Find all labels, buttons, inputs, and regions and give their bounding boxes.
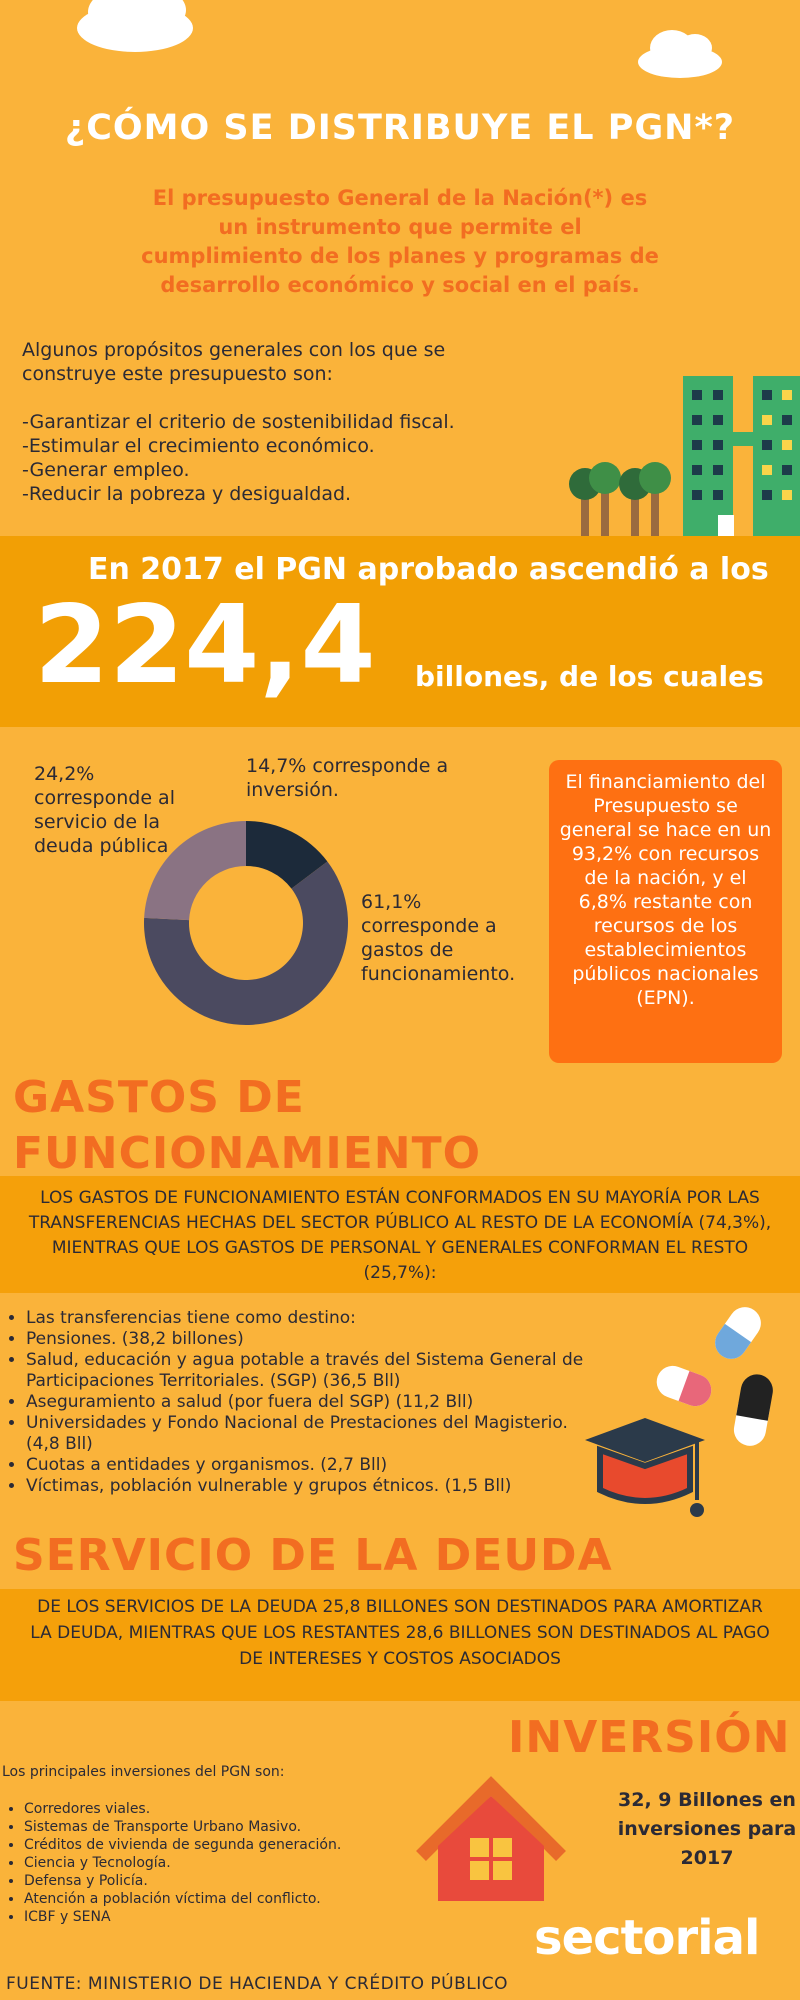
list-item: Defensa y Policía. — [24, 1872, 424, 1890]
band — [0, 1176, 800, 1293]
donut-label: 24,2% corresponde al servicio de la deuda… — [34, 762, 194, 858]
financing-text: El financiamiento del Presupuesto se gen… — [559, 771, 772, 1009]
list-item: Universidades y Fondo Nacional de Presta… — [26, 1413, 586, 1455]
list-item: Aseguramiento a salud (por fuera del SGP… — [26, 1392, 586, 1413]
logo: sectorial — [534, 1910, 760, 1966]
buildings — [683, 376, 800, 536]
purpose: -Generar empleo. — [22, 459, 190, 481]
purpose: -Garantizar el criterio de sostenibilida… — [22, 411, 455, 433]
section-title: SERVICIO DE LA DEUDA — [13, 1530, 613, 1581]
purpose: -Estimular el crecimiento económico. — [22, 435, 375, 457]
donut-label: 61,1% corresponde a gastos de funcionamie… — [361, 890, 551, 986]
donut-slice — [246, 821, 328, 889]
highlight-amount: 224,4 — [34, 583, 376, 708]
donut-label: 14,7% corresponde a inversión. — [246, 754, 506, 802]
section-summary: LOS GASTOS DE FUNCIONAMIENTO ESTÁN CONFO… — [28, 1188, 772, 1283]
source: FUENTE: MINISTERIO DE HACIENDA Y CRÉDITO… — [6, 1974, 508, 1994]
list-item: Cuotas a entidades y organismos. (2,7 Bl… — [26, 1455, 586, 1476]
financing-box — [549, 760, 782, 1063]
cloud — [77, 0, 722, 78]
list-item: Créditos de vivienda de segunda generaci… — [24, 1836, 424, 1854]
purposes: -Garantizar el criterio de sostenibilida… — [22, 410, 582, 506]
value-label: 24,2% — [34, 763, 95, 785]
purpose: -Reducir la pobreza y desigualdad. — [22, 483, 352, 505]
trees — [569, 462, 671, 536]
donut-slice — [144, 821, 246, 921]
list-item: Víctimas, población vulnerable y grupos … — [26, 1476, 586, 1497]
highlight-band — [0, 536, 800, 727]
list-item: ICBF y SENA — [24, 1908, 424, 1926]
list: Corredores viales.Sistemas de Transporte… — [2, 1800, 424, 1926]
house — [416, 1776, 566, 1901]
investment-total: 32, 9 Billones en inversiones para 2017 — [617, 1789, 797, 1869]
category: corresponde a inversión. — [246, 755, 449, 801]
list: Las transferencias tiene como destino:Pe… — [4, 1308, 586, 1497]
list-item: Pensiones. (38,2 billones) — [26, 1329, 586, 1350]
list-item: Las transferencias tiene como destino: — [26, 1308, 586, 1329]
pills-cap — [585, 1307, 773, 1517]
list-item: Atención a población víctima del conflic… — [24, 1890, 424, 1908]
list-item: Ciencia y Tecnología. — [24, 1854, 424, 1872]
list-lead: Los principales inversiones del PGN son: — [2, 1764, 285, 1780]
purposes-lead: Algunos propósitos generales con los que… — [22, 339, 446, 385]
category: corresponde al servicio de la deuda públ… — [34, 787, 175, 857]
list-item: Corredores viales. — [24, 1800, 424, 1818]
highlight-line: En 2017 el PGN aprobado ascendió a los — [88, 552, 769, 587]
title: ¿CÓMO SE DISTRIBUYE EL PGN*? — [64, 108, 736, 148]
section-title: INVERSIÓN — [508, 1712, 791, 1763]
donut-slice — [144, 861, 349, 1026]
value-label: 61,1% — [361, 891, 422, 913]
donut-chart — [144, 821, 349, 1026]
value-label: 14,7% — [246, 755, 307, 777]
section-title: GASTOS DE FUNCIONAMIENTO — [13, 1072, 482, 1179]
list-item: Salud, educación y agua potable a través… — [26, 1350, 586, 1392]
highlight-unit: billones, de los cuales — [415, 660, 764, 693]
intro: El presupuesto General de la Nación(*) e… — [141, 186, 659, 297]
band — [0, 1589, 800, 1701]
category: corresponde a gastos de funcionamiento. — [361, 915, 516, 985]
list-item: Sistemas de Transporte Urbano Masivo. — [24, 1818, 424, 1836]
section-summary: DE LOS SERVICIOS DE LA DEUDA 25,8 BILLON… — [30, 1597, 770, 1669]
